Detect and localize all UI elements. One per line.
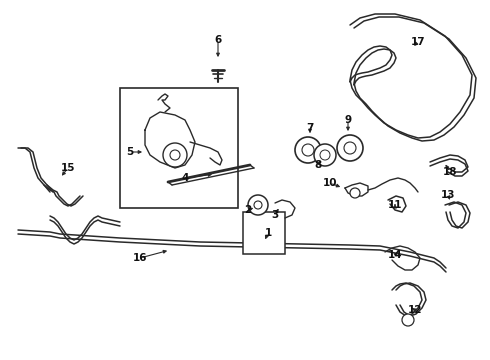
Text: 1: 1 [265,228,271,238]
Text: 11: 11 [388,200,402,210]
Circle shape [248,195,268,215]
Text: 15: 15 [61,163,75,173]
Circle shape [170,150,180,160]
Text: 17: 17 [411,37,425,47]
Text: 5: 5 [126,147,134,157]
Text: 6: 6 [215,35,221,45]
Circle shape [320,150,330,160]
Circle shape [295,137,321,163]
Text: 2: 2 [245,205,252,215]
Circle shape [337,135,363,161]
Circle shape [402,314,414,326]
Circle shape [254,201,262,209]
Circle shape [302,144,314,156]
Text: 7: 7 [306,123,314,133]
Bar [243,212,285,254]
Bar [120,88,238,208]
Text: 8: 8 [315,160,321,170]
Circle shape [163,143,187,167]
Text: 4: 4 [181,173,189,183]
Text: 9: 9 [344,115,351,125]
Text: 14: 14 [388,250,402,260]
Circle shape [314,144,336,166]
Text: 13: 13 [441,190,455,200]
Circle shape [350,188,360,198]
Circle shape [344,142,356,154]
Text: 12: 12 [408,305,422,315]
Text: 10: 10 [323,178,337,188]
Text: 18: 18 [443,167,457,177]
Text: 3: 3 [271,210,279,220]
Text: 16: 16 [133,253,147,263]
